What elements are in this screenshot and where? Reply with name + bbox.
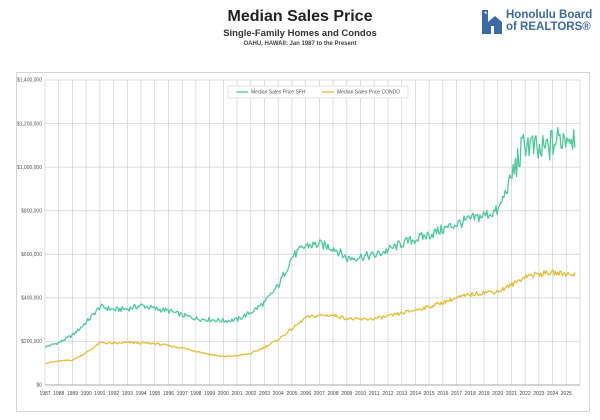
- y-tick-label: $600,000: [21, 252, 42, 258]
- x-tick-label: 2006: [300, 391, 311, 397]
- chart-subtitle: Single-Family Homes and Condos: [223, 28, 377, 39]
- chart-title: Median Sales Price: [227, 8, 373, 25]
- x-tick-label: 1999: [204, 391, 215, 397]
- x-tick-label: 1992: [108, 391, 119, 397]
- y-axis: $0 $200,000 $400,000 $600,000 $800,000 $1,000…: [17, 78, 42, 389]
- y-tick-label: $1,200,000: [17, 121, 42, 127]
- y-tick-label: $400,000: [21, 296, 42, 302]
- series-lines: [45, 126, 576, 365]
- x-tick-label: 2005: [286, 391, 297, 397]
- x-tick-label: 2004: [273, 391, 284, 397]
- legend: Median Sales Price SFH Median Sales Price…: [227, 85, 409, 99]
- x-tick-label: 2025: [561, 391, 572, 397]
- y-tick-label: $1,400,000: [17, 78, 42, 84]
- x-tick-label: 2023: [533, 391, 544, 397]
- x-tick-label: 2001: [231, 391, 242, 397]
- x-tick-label: 1996: [163, 391, 174, 397]
- x-tick-label: 1995: [149, 391, 160, 397]
- y-tick-label: $200,000: [21, 339, 42, 345]
- x-tick-label: 1998: [190, 391, 201, 397]
- x-tick-label: 2000: [218, 391, 229, 397]
- x-tick-label: 2011: [369, 391, 380, 397]
- x-tick-label: 1997: [177, 391, 188, 397]
- x-tick-label: 2019: [478, 391, 489, 397]
- x-tick-label: 2013: [396, 391, 407, 397]
- x-tick-label: 2007: [314, 391, 325, 397]
- x-tick-label: 2021: [506, 391, 517, 397]
- x-tick-label: 2016: [437, 391, 448, 397]
- logo-line-1: Honolulu Board: [506, 9, 593, 21]
- x-tick-label: 2020: [492, 391, 503, 397]
- x-tick-label: 2017: [451, 391, 462, 397]
- x-tick-label: 1987: [39, 391, 50, 397]
- x-axis: 1987 1988 1989 1990 1991 1992 1993 1994 1995 1996…: [39, 384, 580, 397]
- x-tick-label: 1990: [81, 391, 92, 397]
- grid: [44, 79, 581, 386]
- x-tick-label: 1989: [67, 391, 78, 397]
- y-tick-label: $1,000,000: [17, 165, 42, 171]
- chart-region-caption: OAHU, HAWAII: Jan 1987 to the Present: [243, 41, 357, 47]
- x-tick-label: 1994: [135, 391, 146, 397]
- x-tick-label: 2008: [328, 391, 339, 397]
- x-tick-label: 2010: [355, 391, 366, 397]
- x-tick-label: 1993: [122, 391, 133, 397]
- x-tick-label: 2002: [245, 391, 256, 397]
- x-tick-label: 2022: [520, 391, 531, 397]
- honolulu-board-logo: Honolulu Board of REALTORS®: [482, 6, 597, 40]
- chart-frame: [16, 72, 590, 412]
- x-tick-label: 2014: [410, 391, 421, 397]
- legend-label: Median Sales Price SFH: [251, 90, 306, 96]
- x-tick-label: 2003: [259, 391, 270, 397]
- y-tick-label: $800,000: [21, 208, 42, 214]
- x-tick-label: 2024: [547, 391, 558, 397]
- x-tick-label: 2015: [424, 391, 435, 397]
- x-tick-label: 2012: [382, 391, 393, 397]
- series-line-condo: [45, 269, 576, 365]
- x-tick-label: 1988: [53, 391, 64, 397]
- legend-box: [227, 85, 409, 99]
- logo-line-2: of REALTORS®: [506, 21, 591, 33]
- series-line-sfh: [45, 126, 576, 349]
- x-tick-label: 1991: [94, 391, 105, 397]
- x-tick-label: 2009: [341, 391, 352, 397]
- house-palm-icon: [482, 10, 502, 34]
- y-tick-label: $0: [36, 383, 42, 389]
- logo-text: Honolulu Board of REALTORS®: [506, 9, 592, 33]
- legend-label: Median Sales Price CONDO: [337, 90, 400, 96]
- x-tick-label: 2018: [465, 391, 476, 397]
